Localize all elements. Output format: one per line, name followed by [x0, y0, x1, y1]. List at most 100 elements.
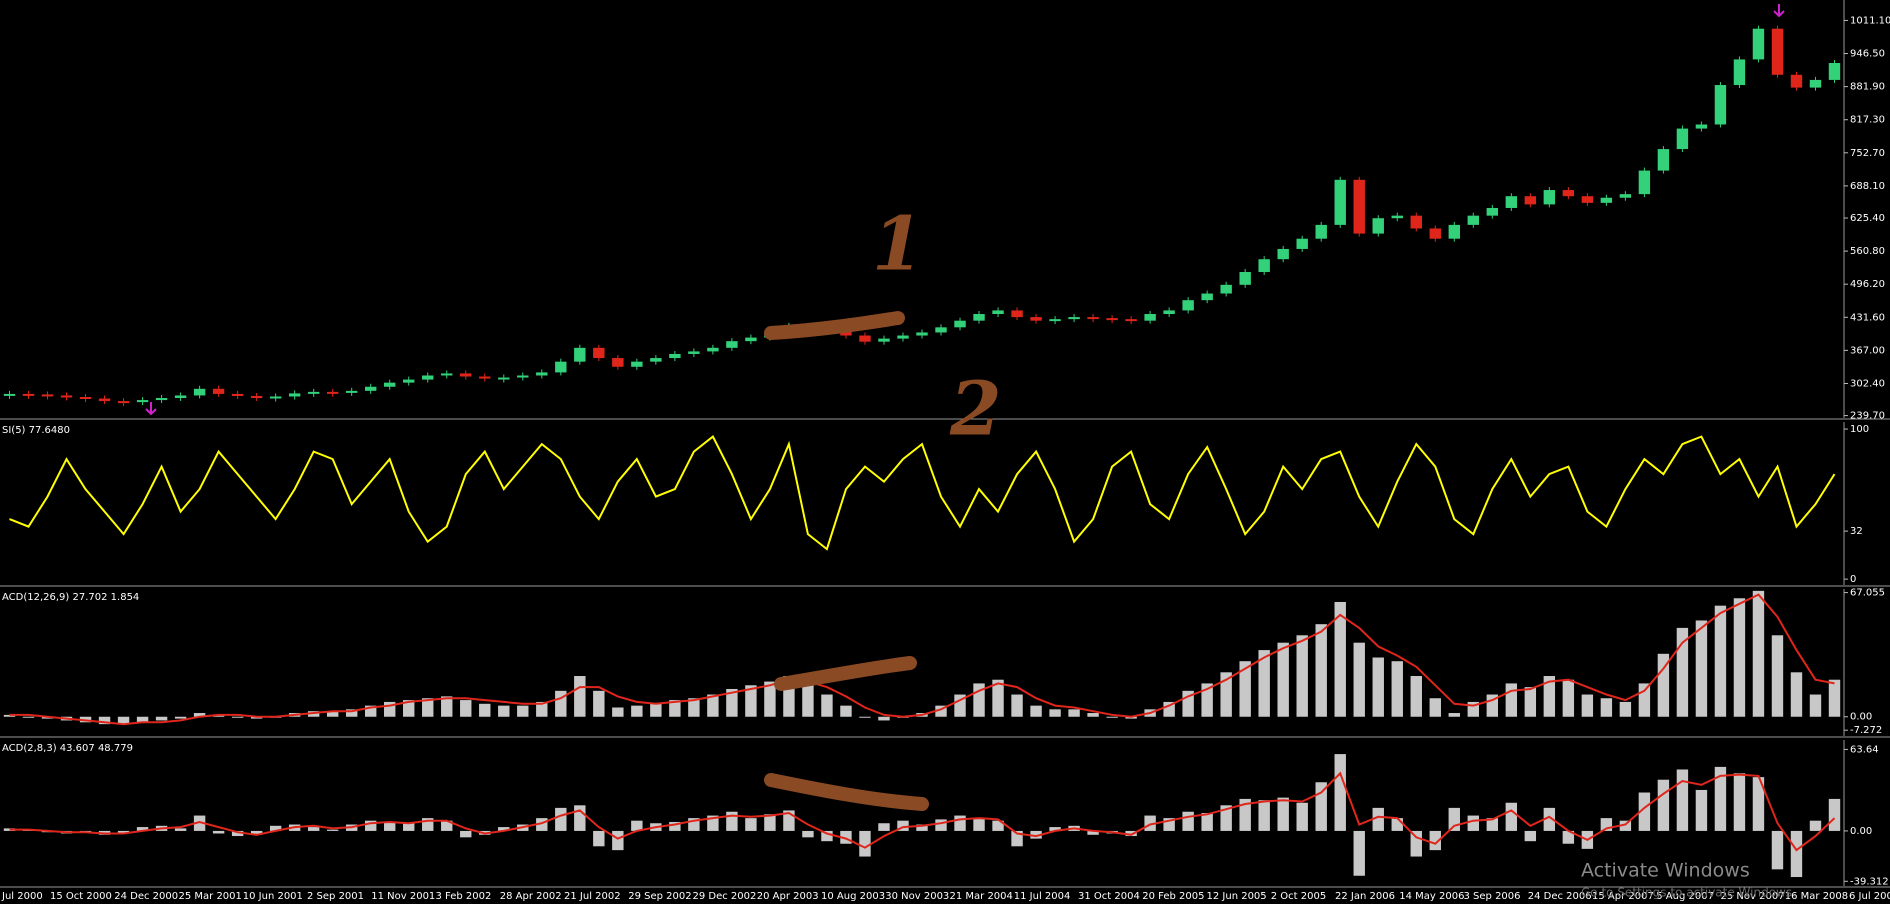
- x-tick-label: Jul 2000: [1, 891, 43, 902]
- histogram-bar: [1657, 653, 1670, 717]
- candle: [1524, 196, 1537, 205]
- y-tick-label: 63.64: [1850, 744, 1879, 755]
- candle: [1657, 149, 1670, 171]
- histogram-bar: [935, 705, 947, 717]
- x-tick-label: 2 Sep 2001: [307, 891, 364, 902]
- histogram-bar: [1296, 802, 1308, 831]
- histogram-bar: [174, 716, 187, 719]
- histogram-bar: [403, 700, 415, 717]
- histogram-bar: [1391, 661, 1403, 717]
- fractal-arrow: [1773, 4, 1785, 18]
- histogram-bar: [878, 716, 890, 721]
- candle: [231, 393, 244, 396]
- histogram-bar: [1809, 694, 1822, 717]
- histogram-bar: [384, 701, 396, 717]
- candle: [60, 395, 73, 398]
- histogram-bar: [1714, 766, 1727, 831]
- histogram-bar: [1486, 818, 1499, 831]
- candle: [1505, 196, 1518, 208]
- x-tick-label: 24 Dec 2006: [1528, 891, 1592, 902]
- histogram-bar: [117, 716, 130, 725]
- histogram-bar: [231, 716, 244, 718]
- histogram-bar: [593, 690, 605, 717]
- histogram-bar: [1619, 701, 1632, 717]
- histogram-bar: [1467, 701, 1480, 717]
- histogram-bar: [1353, 642, 1365, 717]
- candle: [1087, 317, 1099, 320]
- histogram-bar: [1486, 694, 1499, 717]
- histogram-bar: [1087, 713, 1099, 717]
- candle: [1315, 224, 1327, 239]
- histogram-bar: [688, 698, 700, 717]
- candle: [288, 393, 301, 397]
- histogram-bar: [441, 820, 453, 831]
- candle: [1828, 63, 1841, 80]
- annotation-label: 2: [949, 367, 1002, 453]
- histogram-bar: [821, 694, 833, 717]
- histogram-bar: [1790, 830, 1803, 878]
- candle: [1543, 190, 1556, 205]
- histogram-bar: [973, 818, 985, 831]
- histogram-bar: [269, 825, 282, 831]
- candle: [973, 314, 985, 321]
- candle: [916, 332, 928, 336]
- histogram-bar: [1049, 827, 1061, 831]
- histogram-bar: [1505, 683, 1518, 717]
- histogram-bar: [916, 824, 928, 831]
- candle: [98, 398, 111, 402]
- histogram-bar: [364, 705, 377, 717]
- x-tick-label: 20 Feb 2005: [1142, 891, 1204, 902]
- candle: [41, 394, 54, 397]
- histogram-bar: [1505, 802, 1518, 831]
- candle: [3, 393, 16, 396]
- histogram-bar: [574, 676, 586, 717]
- histogram-bar: [212, 830, 225, 834]
- annotations: 1 2: [145, 4, 1785, 811]
- candle: [1163, 310, 1175, 315]
- candle: [897, 335, 909, 339]
- x-tick-label: 2 Oct 2005: [1271, 891, 1326, 902]
- histogram-bar: [1771, 635, 1784, 717]
- y-tick-label: 431.60: [1850, 312, 1885, 323]
- histogram-bar: [1638, 683, 1651, 717]
- candle: [1220, 284, 1232, 294]
- x-tick-label: 11 Nov 2001: [371, 891, 435, 902]
- histogram-bar: [1524, 830, 1537, 842]
- histogram-bar: [1277, 642, 1289, 717]
- histogram-bar: [935, 819, 947, 831]
- candle: [1353, 179, 1365, 234]
- candle: [1030, 317, 1042, 321]
- candle: [22, 393, 35, 396]
- y-tick-label: -7.272: [1850, 725, 1882, 736]
- candle: [1182, 300, 1194, 311]
- histogram-bar: [631, 705, 643, 717]
- series-line: [9, 593, 1835, 726]
- x-tick-label: 25 Nov 2007: [1721, 891, 1785, 902]
- histogram-bar: [650, 703, 662, 717]
- histogram-bar: [1258, 650, 1270, 717]
- candle: [1600, 197, 1613, 203]
- histogram-bar: [555, 807, 567, 831]
- histogram-bar: [631, 820, 643, 831]
- x-tick-label: 11 Jul 2004: [1014, 891, 1071, 902]
- candle: [441, 373, 453, 376]
- y-tick-label: 367.00: [1850, 345, 1885, 356]
- x-tick-label: 21 Jul 2002: [564, 891, 621, 902]
- histogram-bar: [1619, 820, 1632, 831]
- histogram-bar: [1049, 709, 1061, 717]
- candle: [631, 361, 643, 367]
- histogram-bar: [536, 818, 548, 831]
- candle: [1391, 215, 1403, 219]
- histogram-bar: [307, 827, 320, 831]
- histogram-bar: [1543, 676, 1556, 717]
- histogram-bar: [1429, 830, 1441, 851]
- y-tick-label: 67.055: [1850, 588, 1885, 599]
- candle: [1581, 196, 1594, 203]
- histogram-bar: [1809, 820, 1822, 831]
- histogram-bar: [1258, 800, 1270, 831]
- histogram-bar: [707, 694, 719, 717]
- panel-title: ACD(2,8,3) 43.607 48.779: [2, 743, 133, 754]
- x-tick-label: 25 Mar 2001: [179, 891, 242, 902]
